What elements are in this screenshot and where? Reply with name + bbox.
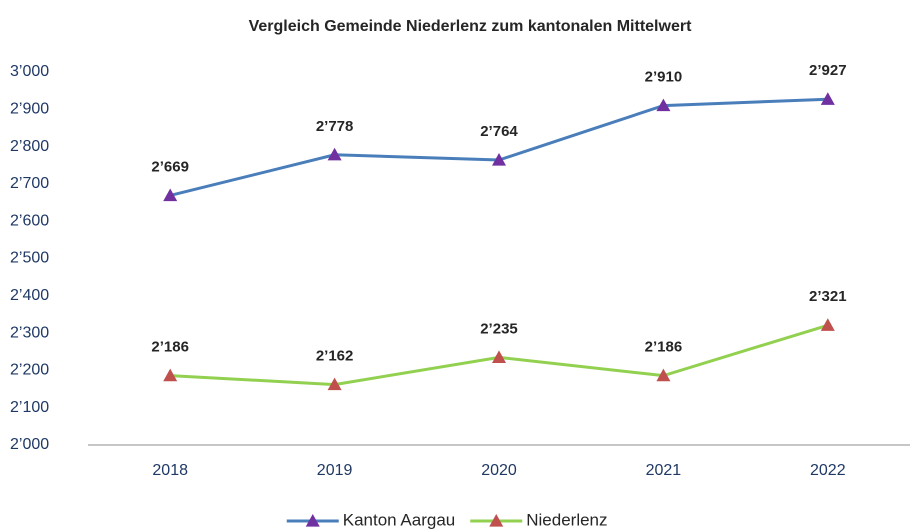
marker [327,147,342,161]
y-tick-label: 2’100 [10,399,49,416]
marker [492,153,506,166]
data-label: 2’764 [480,123,518,140]
data-label: 2’927 [809,62,847,79]
y-tick-label: 2’300 [10,324,49,341]
y-tick-label: 2’500 [10,250,49,267]
data-label: 2’669 [151,158,189,175]
y-tick-label: 2’700 [10,175,49,192]
data-label: 2’162 [316,348,354,365]
x-tick-label: 2020 [481,462,517,479]
data-label: 2’235 [480,320,518,337]
marker [163,368,178,382]
marker [820,318,835,331]
y-tick-label: 2’200 [10,362,49,379]
marker [820,92,835,105]
data-label: 2’186 [151,339,189,356]
x-tick-label: 2022 [810,462,846,479]
y-tick-label: 3’000 [10,63,49,80]
x-tick-label: 2018 [152,462,188,479]
data-label: 2’778 [316,118,354,135]
data-label: 2’186 [645,339,683,356]
x-tick-label: 2021 [646,462,682,479]
legend-label: Kanton Aargau [343,510,455,529]
y-tick-label: 2’900 [10,101,49,118]
marker [163,188,178,202]
marker [656,98,671,112]
marker [327,377,342,391]
legend-marker [305,514,320,527]
marker [492,350,506,363]
series-line [169,97,828,197]
legend-label: Niederlenz [526,510,607,529]
marker [656,368,671,382]
y-tick-label: 2’800 [10,138,49,155]
legend-marker [489,514,504,527]
x-tick-label: 2019 [317,462,353,479]
data-label: 2’321 [809,288,847,305]
y-tick-label: 2’600 [10,212,49,229]
y-tick-label: 2’000 [10,436,49,453]
y-tick-label: 2’400 [10,287,49,304]
chart-title: Vergleich Gemeinde Niederlenz zum kanton… [249,18,692,35]
data-label: 2’910 [645,69,683,86]
